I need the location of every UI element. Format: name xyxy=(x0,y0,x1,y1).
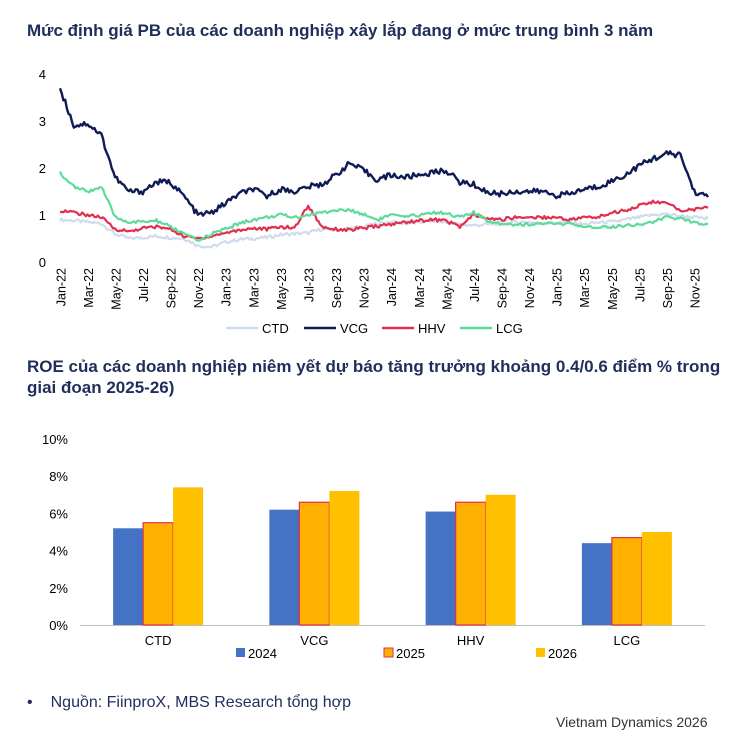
x-tick-label: Nov-25 xyxy=(689,268,703,308)
series-line-vcg xyxy=(58,87,710,217)
y-tick-label: 6% xyxy=(49,506,68,521)
roe-bar-chart: 0% 2% 4% 6% 8% 10% CTD VCG HHV LCG 2024 2025 2026 xyxy=(42,432,705,661)
x-tick-label: Jan-23 xyxy=(220,268,234,306)
x-tick-label: Jan-22 xyxy=(54,268,68,306)
x-tick-label: Nov-24 xyxy=(523,268,537,308)
x-category-label: HHV xyxy=(457,633,485,648)
x-tick-label: Jan-24 xyxy=(385,268,399,306)
bar-lcg-2025 xyxy=(611,536,643,626)
x-tick-label: Jul-22 xyxy=(137,268,151,302)
bar-hhv-2025 xyxy=(455,501,487,626)
bar-hhv-2026 xyxy=(485,494,516,625)
bar-lcg-2026 xyxy=(641,532,672,625)
legend-swatch-2025 xyxy=(383,647,394,658)
footer-text: Vietnam Dynamics 2026 xyxy=(556,714,708,730)
y-tick-label: 2 xyxy=(39,161,46,176)
legend-label-2024: 2024 xyxy=(248,646,277,661)
x-tick-label: May-24 xyxy=(440,268,454,310)
bar-ctd-2024 xyxy=(113,528,144,625)
x-tick-label: Jul-24 xyxy=(468,268,482,302)
x-tick-label: Mar-25 xyxy=(578,268,592,308)
legend-label-ctd: CTD xyxy=(262,321,289,336)
x-category-label: LCG xyxy=(614,633,641,648)
y-tick-label: 0 xyxy=(39,255,46,270)
bar-vcg-2025 xyxy=(298,501,330,626)
x-tick-label: Mar-23 xyxy=(247,268,261,308)
series-line-hhv xyxy=(59,199,709,240)
x-tick-label: May-25 xyxy=(606,268,620,310)
x-tick-label: Sep-25 xyxy=(661,268,675,308)
x-tick-label: Sep-24 xyxy=(495,268,509,308)
bar-ctd-2025 xyxy=(142,522,174,626)
y-tick-label: 4 xyxy=(39,67,46,82)
x-category-label: VCG xyxy=(300,633,328,648)
x-tick-label: May-23 xyxy=(275,268,289,310)
bar-vcg-2024 xyxy=(269,509,300,625)
pb-line-chart: 0 1 2 3 4 Jan-22 Mar-22 May-22 Jul-22 Sep-22 Nov-2… xyxy=(39,67,710,336)
source-text: Nguồn: FiinproX, MBS Research tổng hợp xyxy=(50,694,352,711)
x-tick-label: Nov-22 xyxy=(192,268,206,308)
y-tick-label: 3 xyxy=(39,114,46,129)
x-tick-label: Jan-25 xyxy=(551,268,565,306)
bullet-icon: • xyxy=(27,694,33,711)
chart1-title: Mức định giá PB của các doanh nghiệp xây… xyxy=(27,21,654,40)
x-tick-label: Sep-22 xyxy=(165,268,179,308)
legend-swatch-2026 xyxy=(536,648,545,657)
y-tick-label: 10% xyxy=(42,432,68,447)
x-category-label: CTD xyxy=(145,633,172,648)
y-tick-label: 1 xyxy=(39,208,46,223)
legend-label-2025: 2025 xyxy=(396,646,425,661)
bar-hhv-2024 xyxy=(425,511,456,625)
x-tick-label: Mar-24 xyxy=(413,268,427,308)
x-tick-label: Jul-23 xyxy=(302,268,316,302)
legend-label-2026: 2026 xyxy=(548,646,577,661)
y-tick-label: 8% xyxy=(49,469,68,484)
y-tick-label: 4% xyxy=(49,544,68,559)
bar-vcg-2026 xyxy=(329,491,360,625)
x-tick-label: Nov-23 xyxy=(358,268,372,308)
bar-ctd-2026 xyxy=(173,487,204,625)
y-tick-label: 2% xyxy=(49,581,68,596)
y-tick-label: 0% xyxy=(49,618,68,633)
x-tick-label: Mar-22 xyxy=(82,268,96,308)
x-tick-label: Jul-25 xyxy=(633,268,647,302)
bar-lcg-2024 xyxy=(581,543,612,625)
legend-swatch-2024 xyxy=(236,648,245,657)
legend-label-lcg: LCG xyxy=(496,321,523,336)
series-line-lcg xyxy=(58,171,709,242)
x-tick-label: May-22 xyxy=(109,268,123,310)
x-tick-label: Sep-23 xyxy=(330,268,344,308)
source-note: • Nguồn: FiinproX, MBS Research tổng hợp xyxy=(27,694,351,712)
legend-label-vcg: VCG xyxy=(340,321,368,336)
chart2-title: ROE của các doanh nghiệp niêm yết dự báo… xyxy=(27,357,721,397)
legend-label-hhv: HHV xyxy=(418,321,446,336)
